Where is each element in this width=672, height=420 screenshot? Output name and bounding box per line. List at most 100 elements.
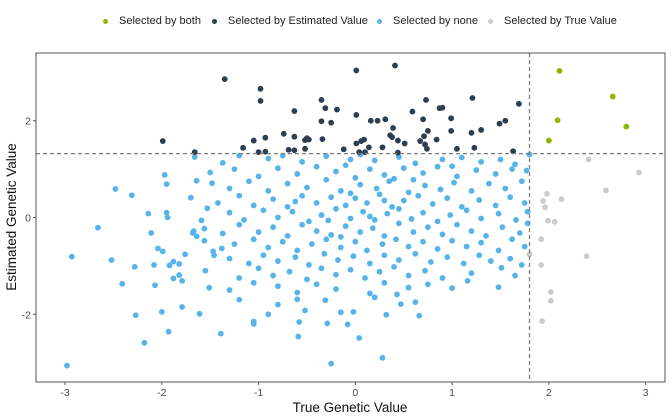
point-selected-by-none <box>447 212 454 218</box>
point-selected-by-none <box>420 209 426 216</box>
point-selected-by-none <box>270 272 276 279</box>
point-selected-by-estimated-value <box>262 134 269 141</box>
point-selected-by-true-value <box>558 196 565 203</box>
point-selected-by-none <box>170 275 177 282</box>
point-selected-by-true-value <box>540 198 546 204</box>
point-selected-by-estimated-value <box>328 119 335 126</box>
point-selected-by-none <box>437 186 444 193</box>
point-selected-by-none <box>275 283 281 290</box>
point-selected-by-none <box>318 265 325 272</box>
point-selected-by-none <box>360 208 366 215</box>
point-selected-by-none <box>337 187 344 194</box>
point-selected-by-none <box>265 155 272 162</box>
point-selected-by-none <box>299 221 306 228</box>
point-selected-by-none <box>400 165 407 172</box>
point-selected-by-estimated-value <box>291 108 298 114</box>
point-selected-by-none <box>391 263 397 270</box>
point-selected-by-true-value <box>547 289 554 295</box>
point-selected-by-none <box>405 272 412 279</box>
point-selected-by-none <box>451 179 457 186</box>
point-selected-by-none <box>397 301 404 308</box>
point-selected-by-none <box>439 275 446 281</box>
point-selected-by-none <box>454 221 460 228</box>
point-selected-by-none <box>322 297 329 304</box>
point-selected-by-none <box>460 260 467 267</box>
point-selected-by-none <box>250 318 257 325</box>
legend-dot-icon <box>212 18 217 24</box>
x-tick-label: 3 <box>643 387 649 399</box>
point-selected-by-none <box>211 252 217 259</box>
point-selected-by-estimated-value <box>392 62 398 69</box>
point-selected-by-none <box>284 203 291 210</box>
point-selected-by-none <box>265 244 272 251</box>
point-selected-by-none <box>381 279 388 286</box>
point-selected-by-both <box>556 68 563 74</box>
point-selected-by-none <box>289 208 296 215</box>
point-selected-by-none <box>323 153 330 159</box>
point-selected-by-estimated-value <box>302 145 308 152</box>
point-selected-by-none <box>429 201 436 207</box>
point-selected-by-none <box>379 354 386 361</box>
point-selected-by-estimated-value <box>395 149 401 156</box>
point-selected-by-none <box>395 257 402 263</box>
point-selected-by-none <box>161 172 168 178</box>
point-selected-by-none <box>507 194 514 201</box>
point-selected-by-estimated-value <box>439 104 446 111</box>
point-selected-by-none <box>260 207 267 214</box>
point-selected-by-none <box>468 228 475 234</box>
point-selected-by-none <box>95 224 101 231</box>
point-selected-by-estimated-value <box>318 97 325 103</box>
point-selected-by-none <box>405 189 412 196</box>
point-selected-by-estimated-value <box>257 85 264 92</box>
point-selected-by-none <box>250 202 257 209</box>
point-selected-by-none <box>458 154 465 161</box>
point-selected-by-estimated-value <box>353 67 360 74</box>
point-selected-by-estimated-value <box>469 95 476 101</box>
point-selected-by-none <box>468 270 475 277</box>
point-selected-by-none <box>371 294 378 301</box>
point-selected-by-none <box>275 214 281 221</box>
point-selected-by-none <box>509 166 516 173</box>
point-selected-by-none <box>176 261 183 267</box>
point-selected-by-none <box>416 312 423 319</box>
point-selected-by-both <box>554 117 561 124</box>
y-axis-title: Estimated Genetic Value <box>4 143 19 291</box>
point-selected-by-none <box>394 291 400 298</box>
legend-item-both: Selected by both <box>103 15 201 27</box>
point-selected-by-none <box>516 230 523 236</box>
point-selected-by-none <box>279 238 286 245</box>
point-selected-by-none <box>236 192 243 199</box>
x-axis-title: True Genetic Value <box>293 400 408 415</box>
point-selected-by-true-value <box>547 297 554 304</box>
point-selected-by-true-value <box>538 262 545 268</box>
point-selected-by-none <box>323 176 330 183</box>
point-selected-by-none <box>284 232 291 239</box>
point-selected-by-none <box>381 197 388 204</box>
point-selected-by-none <box>487 258 494 264</box>
point-selected-by-estimated-value <box>334 106 340 113</box>
point-selected-by-none <box>357 181 364 188</box>
point-selected-by-true-value <box>526 251 533 258</box>
point-selected-by-none <box>275 258 281 264</box>
y-tick-label: 2 <box>25 116 31 128</box>
point-selected-by-none <box>198 217 205 224</box>
point-selected-by-none <box>191 154 198 160</box>
point-selected-by-estimated-value <box>340 146 347 153</box>
point-selected-by-none <box>410 229 417 235</box>
point-selected-by-none <box>333 271 339 278</box>
legend-dot-icon <box>377 18 382 24</box>
point-selected-by-none <box>151 262 157 268</box>
point-selected-by-none <box>518 262 525 268</box>
point-selected-by-none <box>507 255 514 262</box>
x-axis: -3 -2 -1 0 1 2 3 <box>60 382 649 399</box>
point-selected-by-estimated-value <box>291 133 298 140</box>
point-selected-by-estimated-value <box>423 97 429 103</box>
point-selected-by-true-value <box>635 169 642 176</box>
point-selected-by-none <box>449 163 456 170</box>
point-selected-by-estimated-value <box>280 130 287 137</box>
point-selected-by-estimated-value <box>395 137 401 144</box>
point-selected-by-none <box>163 209 170 216</box>
point-selected-by-estimated-value <box>365 144 372 151</box>
point-selected-by-estimated-value <box>361 136 367 143</box>
legend-label: Selected by True Value <box>504 15 617 27</box>
